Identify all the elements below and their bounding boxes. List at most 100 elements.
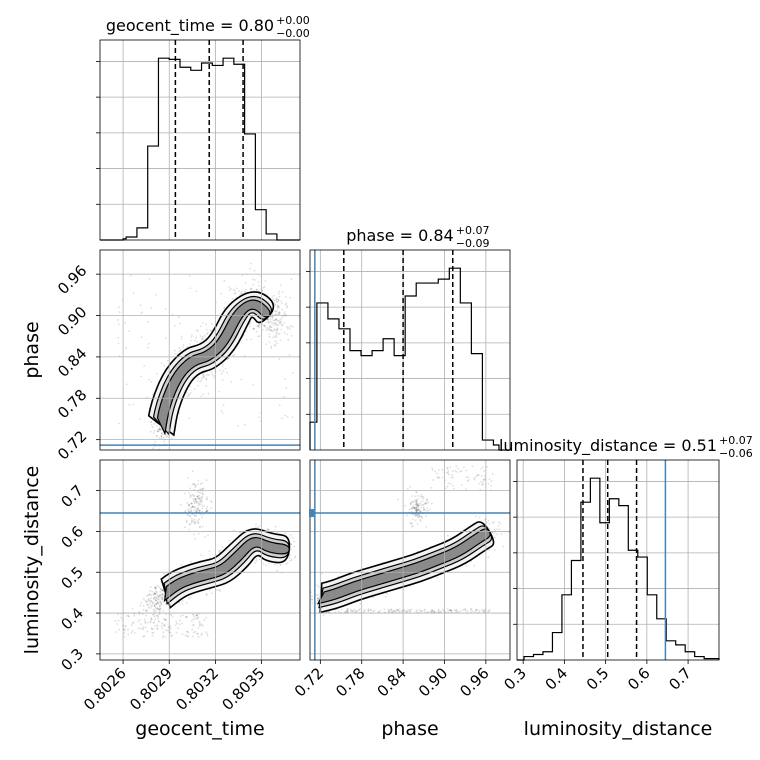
scatter-point (196, 483, 199, 486)
scatter-point (141, 627, 144, 630)
scatter-point (153, 593, 156, 595)
scatter-point (269, 318, 272, 321)
scatter-point (170, 614, 173, 616)
scatter-point (261, 328, 264, 331)
scatter-point (415, 490, 418, 493)
scatter-point (470, 610, 472, 613)
scatter-point (174, 352, 177, 355)
scatter-point (201, 632, 203, 635)
scatter-point (220, 372, 223, 375)
scatter-point (117, 342, 120, 345)
scatter-point (202, 335, 204, 338)
scatter-point (158, 437, 161, 439)
scatter-point (231, 297, 234, 300)
scatter-point (264, 325, 266, 328)
scatter-point (416, 508, 419, 511)
scatter-point (193, 482, 196, 485)
scatter-point (322, 614, 325, 617)
scatter-point (190, 502, 193, 505)
scatter-point (316, 599, 319, 602)
scatter-point (217, 589, 220, 592)
scatter-point (390, 608, 393, 611)
scatter-point (290, 533, 292, 536)
scatter-point (206, 332, 209, 335)
scatter-point (280, 300, 283, 303)
scatter-point (301, 540, 303, 542)
scatter-point (464, 609, 467, 612)
scatter-point (277, 312, 280, 315)
scatter-point (149, 586, 152, 588)
scatter-point (131, 630, 134, 632)
scatter-point (150, 594, 153, 597)
scatter-point (278, 311, 281, 314)
scatter-point (157, 595, 160, 598)
scatter-point (148, 593, 151, 596)
scatter-point (197, 507, 199, 509)
scatter-point (193, 520, 195, 523)
scatter-point (202, 393, 205, 396)
scatter-point (301, 589, 303, 591)
scatter-point (445, 472, 448, 474)
scatter-point (129, 274, 132, 277)
scatter-point (162, 600, 165, 603)
scatter-point (184, 492, 186, 495)
scatter-point (270, 345, 273, 348)
scatter-point (449, 609, 452, 611)
scatter-point (395, 609, 398, 612)
scatter-point (174, 624, 177, 627)
scatter-point (281, 316, 284, 318)
scatter-point (283, 395, 286, 398)
scatter-point (418, 504, 421, 507)
scatter-point (224, 367, 227, 370)
scatter-point (154, 587, 157, 589)
scatter-point (240, 378, 243, 381)
scatter-point (205, 510, 208, 513)
scatter-point (203, 619, 206, 622)
scatter-point (350, 609, 352, 612)
scatter-point (195, 329, 198, 332)
scatter-point (235, 287, 238, 290)
scatter-point (379, 610, 381, 612)
scatter-point (397, 609, 400, 612)
scatter-point (239, 531, 242, 534)
scatter-point (145, 601, 148, 604)
scatter-point (201, 488, 204, 491)
scatter-point (422, 506, 425, 509)
scatter-point (457, 467, 460, 470)
scatter-point (143, 635, 146, 638)
scatter-point (150, 605, 153, 608)
scatter-point (222, 404, 225, 406)
scatter-point (162, 609, 164, 612)
scatter-point (151, 604, 153, 607)
scatter-point (192, 618, 195, 621)
scatter-point (284, 532, 287, 535)
scatter-point (436, 476, 439, 479)
scatter-point (434, 470, 437, 473)
scatter-point (275, 300, 278, 303)
scatter-point (166, 433, 168, 436)
scatter-point (277, 306, 280, 309)
scatter-point (199, 496, 202, 499)
scatter-point (159, 607, 162, 610)
scatter-point (372, 596, 375, 599)
scatter-point (415, 500, 418, 503)
scatter-point (258, 416, 261, 419)
scatter-point (124, 625, 127, 628)
scatter-point (197, 377, 199, 380)
scatter-point (193, 388, 196, 391)
scatter-point (270, 330, 273, 332)
x-axis-label-phase: phase (381, 718, 438, 740)
scatter-point (230, 380, 233, 383)
scatter-point (236, 424, 239, 427)
scatter-point (414, 506, 416, 509)
scatter-point (201, 496, 203, 499)
title-geocent_time: geocent_time = 0.80 (106, 16, 274, 36)
scatter-point (417, 504, 420, 507)
scatter-point (149, 430, 152, 433)
scatter-point (124, 624, 127, 627)
contour-layer (147, 291, 495, 614)
y-tick-label: 0.3 (58, 645, 88, 675)
scatter-point (201, 507, 204, 510)
scatter-point (125, 383, 128, 386)
scatter-point (157, 428, 160, 431)
